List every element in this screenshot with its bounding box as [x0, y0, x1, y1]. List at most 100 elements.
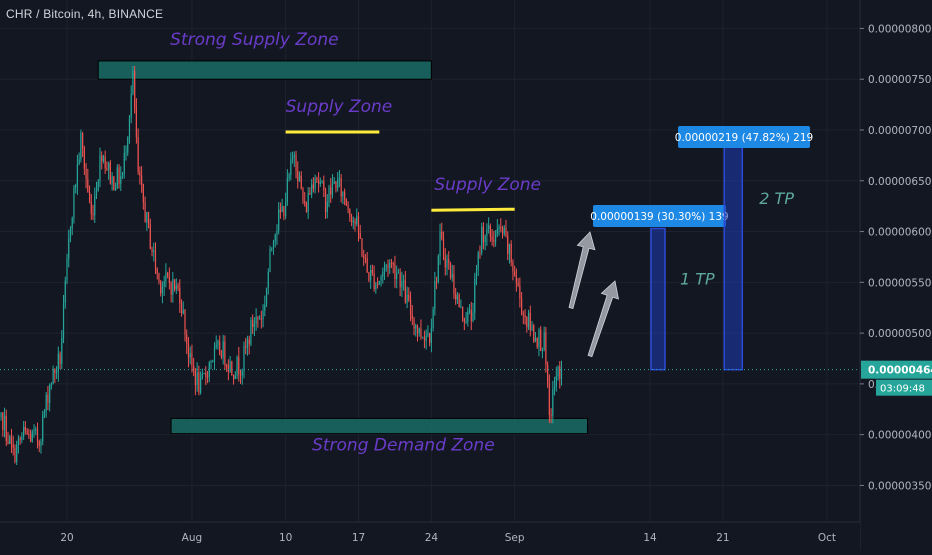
- candle-body: [517, 282, 519, 286]
- price-axis[interactable]: [860, 0, 932, 550]
- candle-body: [512, 262, 514, 272]
- candle-body: [2, 412, 4, 430]
- up-arrow[interactable]: [568, 231, 596, 309]
- candle-body: [59, 353, 61, 364]
- zone-box[interactable]: [170, 417, 589, 435]
- candle-body: [352, 220, 354, 223]
- candle-body: [238, 357, 240, 374]
- candle-body: [477, 252, 479, 270]
- candle-body: [543, 332, 545, 350]
- candle-body: [451, 274, 453, 278]
- candle-body: [446, 259, 448, 268]
- candle-body: [278, 209, 280, 231]
- y-tick-label: 0.00000550: [868, 277, 931, 289]
- symbol-title: CHR / Bitcoin, 4h, BINANCE: [6, 7, 164, 21]
- candle-body: [82, 132, 84, 149]
- candle-body: [49, 385, 51, 404]
- candle-body: [97, 181, 99, 191]
- candle-body: [286, 178, 288, 203]
- candle-body: [154, 250, 157, 269]
- candle-body: [553, 386, 556, 389]
- candle-body: [531, 325, 533, 330]
- candle-body: [28, 434, 30, 436]
- candle-body: [309, 192, 311, 195]
- candle-body: [241, 370, 243, 376]
- candle-body: [409, 299, 412, 315]
- candle-body: [378, 281, 380, 285]
- candle-body: [496, 229, 498, 235]
- candle-body: [460, 306, 462, 308]
- candle-body: [272, 241, 275, 248]
- candle-body: [401, 280, 403, 288]
- candle-body: [311, 184, 313, 195]
- candle-body: [217, 341, 219, 346]
- candle-body: [80, 132, 82, 160]
- candle-body: [557, 366, 559, 377]
- measure-callout: [678, 126, 810, 148]
- candle-body: [387, 265, 389, 268]
- zone-box[interactable]: [97, 60, 432, 80]
- candle-body: [99, 155, 101, 182]
- supply-line[interactable]: [431, 207, 515, 212]
- candle-body: [220, 354, 223, 358]
- candle-body: [357, 216, 360, 234]
- candle-body: [66, 258, 68, 281]
- candle-body: [130, 94, 132, 118]
- candle-body: [33, 430, 35, 432]
- time-axis[interactable]: [0, 522, 860, 550]
- candle-body: [253, 323, 255, 327]
- candle-body: [455, 294, 457, 300]
- candle-body: [227, 365, 229, 372]
- candle-body: [291, 156, 294, 160]
- candle-body: [335, 181, 337, 189]
- candle-body: [392, 263, 394, 265]
- candle-body: [468, 309, 471, 312]
- candle-body: [317, 179, 320, 184]
- candle-body: [265, 287, 268, 305]
- candle-body: [75, 185, 77, 188]
- candle-body: [541, 349, 544, 351]
- candle-body: [196, 372, 198, 386]
- candle-body: [144, 202, 146, 223]
- candle-body: [371, 269, 373, 274]
- candle-body: [333, 181, 335, 184]
- candle-body: [486, 228, 488, 236]
- candle-body: [540, 329, 542, 351]
- x-tick-label: 14: [643, 532, 657, 544]
- candle-body: [380, 276, 382, 282]
- candle-body: [212, 361, 214, 363]
- candle-body: [423, 337, 426, 341]
- candle-body: [146, 212, 148, 223]
- candle-body: [239, 373, 242, 376]
- candle-body: [297, 170, 299, 182]
- candle-body: [519, 285, 521, 299]
- candle-body: [458, 294, 460, 308]
- candle-body: [123, 153, 125, 174]
- candle-body: [354, 220, 356, 225]
- take-profit-box[interactable]: [650, 227, 666, 371]
- candle-body: [534, 337, 537, 342]
- candle-body: [404, 280, 406, 303]
- candle-body: [78, 159, 80, 165]
- candle-body: [213, 347, 216, 362]
- candles: [0, 65, 563, 465]
- candle-body: [205, 373, 207, 377]
- take-profit-box[interactable]: [723, 146, 744, 371]
- candle-body: [274, 234, 276, 242]
- candle-body: [521, 298, 523, 315]
- y-tick-label: 0.00000750: [868, 74, 931, 86]
- x-tick-label: 24: [425, 532, 439, 544]
- candle-body: [350, 216, 353, 223]
- candle-body: [559, 366, 561, 379]
- candle-body: [482, 226, 485, 243]
- x-tick-label: Oct: [818, 532, 836, 544]
- candle-body: [87, 178, 89, 193]
- up-arrow[interactable]: [587, 280, 620, 358]
- grid-lines: [0, 0, 860, 522]
- candle-body: [548, 383, 550, 415]
- candle-body: [465, 321, 467, 323]
- candle-body: [326, 201, 328, 213]
- candle-body: [62, 302, 65, 339]
